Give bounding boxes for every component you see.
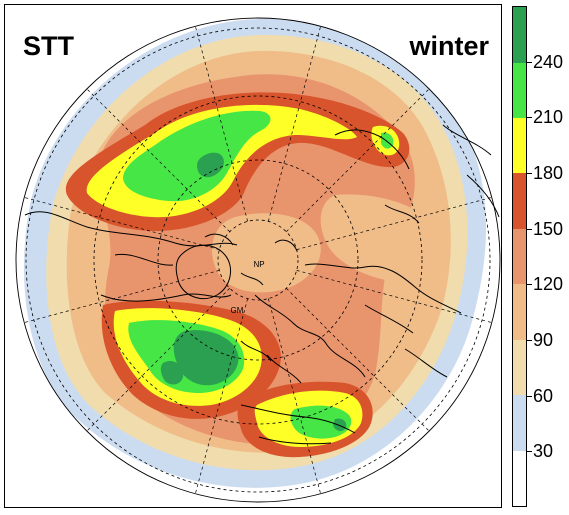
contour-band-210-upper (123, 110, 271, 202)
map-boundary (15, 17, 501, 503)
latitude-circle-80 (217, 219, 299, 301)
greenwich-meridian-label: GM (231, 306, 244, 315)
latitude-circle-20 (25, 27, 491, 493)
colorbar-segment (513, 450, 526, 506)
latitude-circle-40 (93, 95, 423, 425)
meridian-line (24, 197, 220, 250)
colorbar-segment (513, 228, 526, 285)
meridian-line (86, 88, 230, 232)
meridian-line (296, 197, 492, 250)
coastline-north-america (24, 211, 238, 302)
colorbar-segment (513, 339, 526, 396)
contour-band-120-polar (211, 213, 321, 293)
colorbar-segment (513, 7, 526, 63)
map-panel: NP GM STT winter (4, 4, 502, 508)
meridians (24, 26, 492, 494)
contour-band-120-pacific (320, 194, 451, 283)
meridian-line (195, 298, 248, 494)
colorbar-tick-label: 120 (533, 274, 564, 295)
colorbar-segment (513, 395, 526, 451)
contour-band-240-atlantic-west (160, 360, 184, 385)
coastline-asia (304, 263, 462, 378)
meridian-line (24, 270, 220, 323)
meridian-line (286, 88, 430, 232)
colorbar-tick (527, 228, 532, 230)
meridian-line (268, 26, 321, 222)
colorbar-tick-label: 90 (533, 330, 554, 350)
colorbar-tick-label: 30 (533, 441, 554, 462)
colorbar-tick (527, 395, 532, 397)
polar-map: NP GM (15, 17, 501, 503)
meridian-line (86, 288, 230, 432)
contour-band-210-asia (290, 405, 352, 439)
colorbar (512, 6, 527, 507)
colorbar-tick (527, 340, 532, 341)
coastline-africa-med (240, 404, 356, 445)
contour-band-240-upper (197, 152, 224, 178)
contour-band-240-asia (333, 418, 347, 432)
colorbar-tick-label: 60 (533, 385, 554, 406)
colorbar-segment (513, 173, 526, 229)
coastline-arctic-islands (204, 233, 298, 286)
colorbar-tick (527, 117, 532, 119)
latitude-circle-60 (157, 159, 359, 361)
coastline-alaska (334, 129, 410, 170)
coastline-greenland (175, 244, 232, 299)
colorbar-tick (527, 61, 532, 63)
season-label: winter (409, 31, 489, 61)
coastline-europe (240, 294, 366, 384)
meridian-line (296, 270, 492, 323)
meridian-line (268, 298, 321, 494)
coastlines (24, 124, 500, 445)
meridian-line (286, 288, 430, 432)
colorbar-tick (527, 173, 532, 174)
colorbar-tick-label: 180 (533, 163, 564, 183)
colorbar-tick-label: 210 (533, 107, 564, 128)
meridian-line (195, 26, 248, 222)
colorbar-tick (527, 451, 532, 453)
map-title: STT (23, 31, 74, 61)
colorbar-tick-label: 150 (533, 218, 564, 239)
colorbar-tick-label: 240 (533, 51, 564, 72)
colorbar-tick (527, 284, 532, 286)
field-layer (23, 18, 487, 488)
graticule (25, 27, 491, 493)
colorbar-segment (513, 284, 526, 340)
contour-band-240-atlantic (173, 330, 239, 386)
coastline-east-asia (384, 124, 500, 224)
colorbar-segment (513, 62, 526, 118)
colorbar-segment (513, 117, 526, 174)
north-pole-label: NP (253, 260, 264, 269)
